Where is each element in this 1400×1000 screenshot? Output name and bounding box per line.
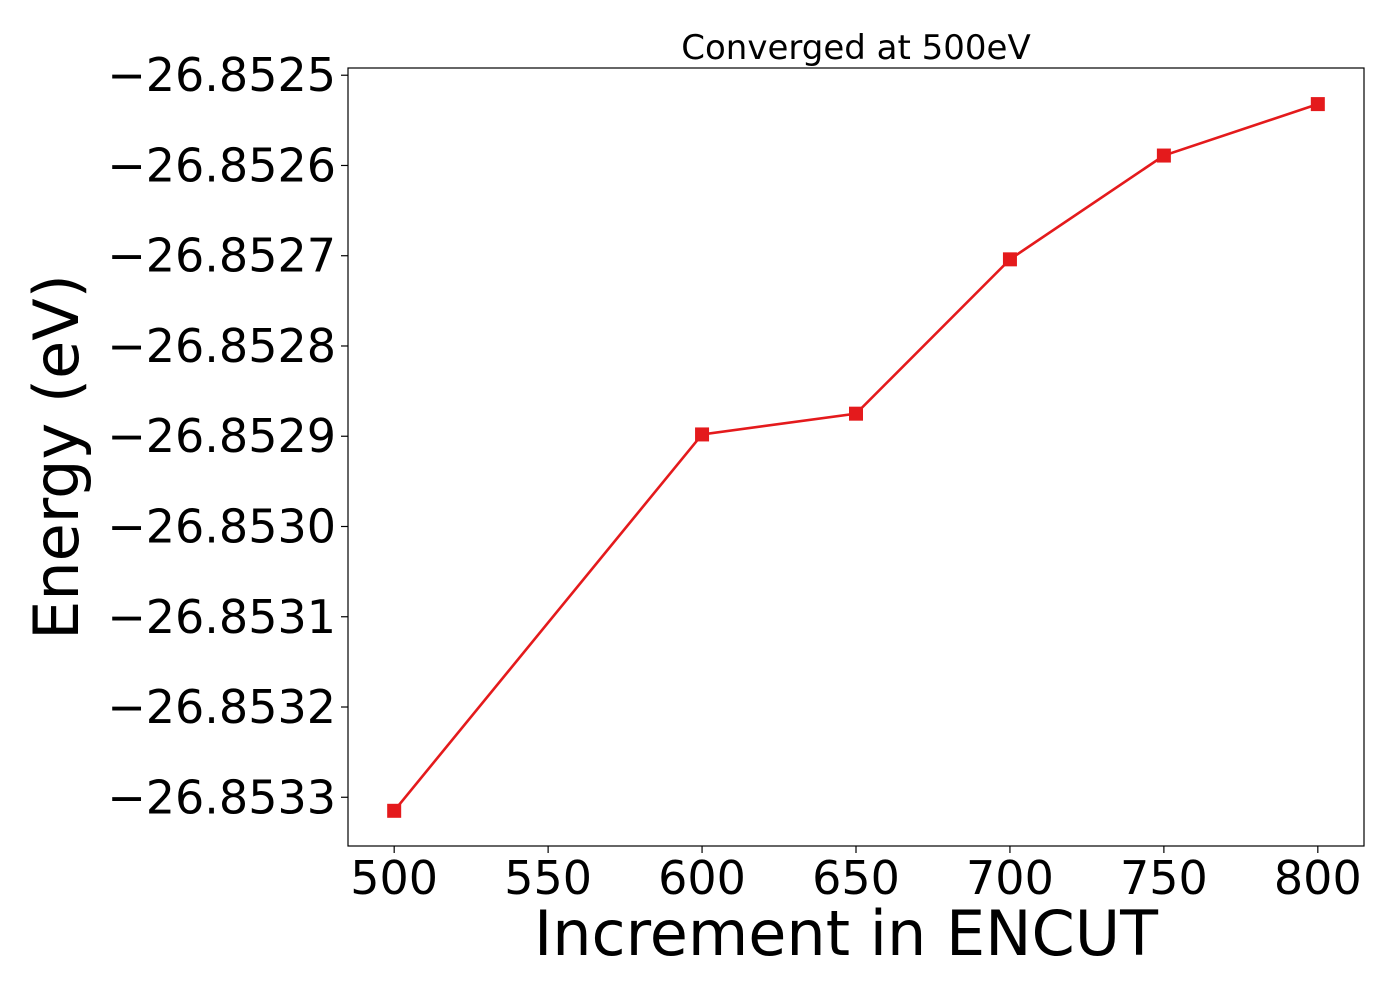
- data-point-marker: [1310, 97, 1325, 112]
- data-point-marker: [1156, 148, 1171, 163]
- x-tick-label: 500: [350, 851, 438, 905]
- x-tick-label: 750: [1120, 851, 1208, 905]
- series-line: [393, 102, 1319, 812]
- y-tick-label: −26.8527: [107, 229, 336, 283]
- y-tick-label: −26.8525: [107, 48, 336, 102]
- y-axis-label: Energy (eV): [20, 274, 93, 640]
- y-tick-label: −26.8526: [107, 138, 336, 192]
- y-tick-label: −26.8531: [107, 590, 336, 644]
- x-axis: 500 550 600 650 700 750 800: [350, 846, 1362, 905]
- y-tick-label: −26.8529: [107, 409, 336, 463]
- x-tick-label: 650: [812, 851, 900, 905]
- x-tick-label: 600: [658, 851, 746, 905]
- x-tick-label: 550: [504, 851, 592, 905]
- data-point-marker: [387, 803, 402, 818]
- x-tick-label: 800: [1274, 851, 1362, 905]
- data-point-marker: [849, 406, 863, 421]
- y-tick-label: −26.8532: [107, 680, 336, 734]
- chart-title: Converged at 500eV: [681, 28, 1030, 68]
- data-point-marker: [695, 427, 710, 442]
- y-axis: −26.8533 −26.8532 −26.8531 −26.8530 −26.8529…: [107, 48, 348, 824]
- x-tick-label: 700: [966, 851, 1054, 905]
- plot-area: [387, 97, 1325, 818]
- data-point-marker: [1002, 252, 1017, 267]
- y-tick-label: −26.8528: [107, 319, 336, 373]
- y-tick-label: −26.8533: [107, 770, 336, 824]
- y-tick-label: −26.8530: [107, 499, 336, 553]
- axes-frame: [347, 67, 1365, 847]
- x-axis-label: Increment in ENCUT: [534, 897, 1159, 970]
